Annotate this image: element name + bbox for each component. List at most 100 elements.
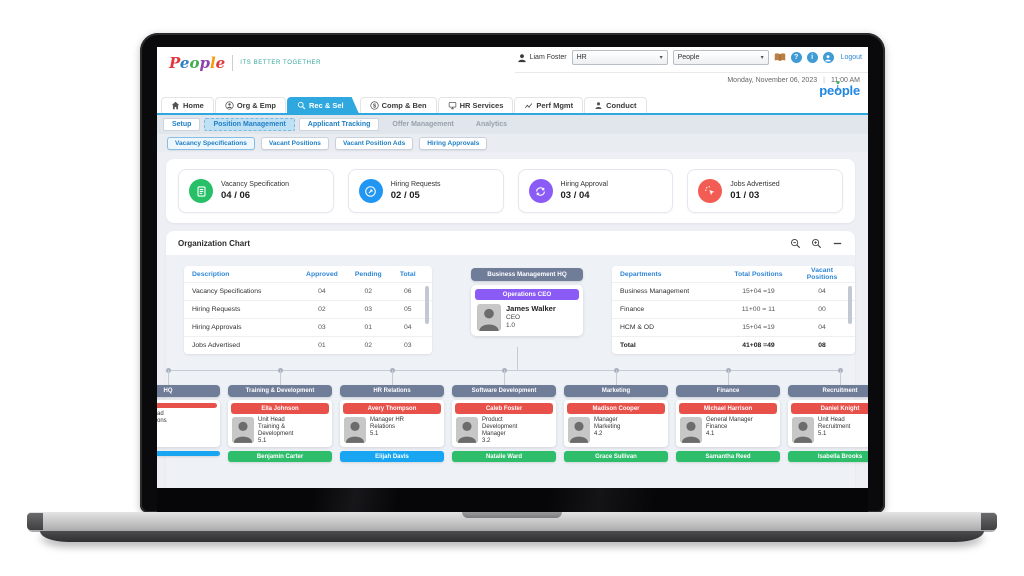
ceo-card[interactable]: Operations CEO James Walker CEO 1.0 (471, 285, 583, 336)
org-node-card[interactable]: Avery Thompson Manager HR Relations 5.1 (340, 400, 444, 447)
org-node-holder-name[interactable]: Avery Thompson (343, 403, 441, 414)
chip-vacant-position-ads[interactable]: Vacant Position Ads (334, 136, 414, 150)
tab-conduct[interactable]: Conduct (584, 97, 647, 113)
connector-line (517, 347, 518, 370)
user-avatar-icon (517, 53, 526, 62)
org-node-card[interactable]: Daniel Knight Unit Head Recruitment 5.1 (788, 400, 868, 447)
org-node-department[interactable]: Software Development (452, 385, 556, 397)
table-row[interactable]: Vacancy Specifications 04 02 06 (184, 282, 432, 300)
org-chart-canvas[interactable]: Description Approved Pending Total Vacan… (157, 255, 868, 488)
logo-divider (232, 55, 234, 71)
table-row[interactable]: Jobs Advertised 01 02 03 (184, 336, 432, 354)
tab-org-emp[interactable]: Org & Emp (214, 97, 287, 113)
tab-comp-ben[interactable]: $ Comp & Ben (359, 97, 437, 113)
tab-rec-sel[interactable]: Rec & Sel (287, 97, 359, 113)
org-node[interactable]: Finance Michael Harrison General Manager… (676, 385, 780, 462)
chip-vacancy-specifications[interactable]: Vacancy Specifications (167, 136, 255, 150)
compass-arrow-icon (358, 179, 383, 203)
org-node-department[interactable]: HR Relations (340, 385, 444, 397)
org-node-holder-name[interactable]: Caleb Foster (455, 403, 553, 414)
org-node-holder-name[interactable]: Michael Harrison (679, 403, 777, 414)
table-total-row[interactable]: Total 41+08 =49 08 (612, 336, 855, 354)
org-node[interactable]: Software Development Caleb Foster Produc… (452, 385, 556, 462)
card-text: Jobs Advertised 01 / 03 (730, 181, 779, 201)
org-node[interactable]: Training & Development Ella Johnson Unit… (228, 385, 332, 462)
ceo-name: James Walker (506, 304, 556, 313)
org-node-subordinate[interactable]: Isabella Brooks (788, 451, 868, 462)
table-scrollbar[interactable] (425, 286, 429, 324)
zoom-out-icon[interactable] (790, 238, 801, 249)
role-dropdown-value: HR (576, 54, 587, 61)
table-row[interactable]: Hiring Requests 02 03 05 (184, 300, 432, 318)
org-node-subordinate[interactable] (157, 451, 220, 456)
org-node-holder-name[interactable] (157, 403, 217, 408)
ceo-position-band[interactable]: Operations CEO (475, 289, 579, 300)
org-node-department[interactable]: HQ (157, 385, 220, 397)
user-chip[interactable]: Liam Foster (517, 53, 567, 63)
org-node-holder-name[interactable]: Ella Johnson (231, 403, 329, 414)
ceo-info: James Walker CEO 1.0 (506, 304, 556, 331)
org-node-subordinate[interactable]: Samantha Reed (676, 451, 780, 462)
chip-hiring-approvals[interactable]: Hiring Approvals (419, 136, 488, 150)
info-icon[interactable]: i (806, 52, 818, 63)
table-scrollbar[interactable] (848, 286, 852, 324)
tab-hr-services[interactable]: HR Services (437, 97, 514, 113)
org-node-subordinate[interactable]: Elijah Davis (340, 451, 444, 462)
people-wordmark: people (819, 83, 860, 98)
subtab-analytics[interactable]: Analytics (475, 121, 508, 128)
org-node-department[interactable]: Marketing (564, 385, 668, 397)
org-node-ceo[interactable]: Business Management HQ Operations CEO Ja… (471, 268, 583, 336)
card-jobs-advertised[interactable]: Jobs Advertised 01 / 03 (687, 169, 843, 213)
org-node[interactable]: HR Relations Avery Thompson Manager HR Re… (340, 385, 444, 462)
chip-vacant-positions[interactable]: Vacant Positions (260, 136, 329, 150)
org-node-subordinate[interactable]: Natalie Ward (452, 451, 556, 462)
org-node[interactable]: Marketing Madison Cooper Manager Marketin… (564, 385, 668, 462)
org-node-subordinate[interactable]: Grace Sullivan (564, 451, 668, 462)
table-row[interactable]: Finance 11+00 = 11 00 (612, 300, 855, 318)
org-node-card[interactable]: Madison Cooper Manager Marketing 4.2 (564, 400, 668, 447)
collapse-icon[interactable] (832, 238, 843, 249)
table-header-row[interactable]: Description Approved Pending Total (192, 270, 416, 278)
help-icon[interactable]: ? (790, 52, 802, 63)
org-node-subordinate[interactable]: Benjamin Carter (228, 451, 332, 462)
org-node-holder-name[interactable]: Daniel Knight (791, 403, 868, 414)
role-dropdown[interactable]: HR ▾ (571, 50, 668, 65)
org-node-card[interactable]: t Headelations (157, 400, 220, 447)
sync-approve-icon (528, 179, 553, 203)
org-node-holder-name[interactable]: Madison Cooper (567, 403, 665, 414)
card-text: Hiring Requests 02 / 05 (391, 181, 441, 201)
card-title: Vacancy Specification (221, 181, 289, 188)
laptop-base-edge (981, 513, 997, 530)
org-node-department[interactable]: Business Management HQ (471, 268, 583, 281)
subtab-applicant-tracking[interactable]: Applicant Tracking (298, 118, 380, 131)
card-hiring-approval[interactable]: Hiring Approval 03 / 04 (517, 169, 674, 213)
org-panel-header: Organization Chart (166, 231, 855, 255)
org-node-department[interactable]: Recruitment (788, 385, 868, 397)
card-hiring-requests[interactable]: Hiring Requests 02 / 05 (347, 169, 504, 213)
org-node[interactable]: Recruitment Daniel Knight Unit Head Recru… (788, 385, 868, 462)
org-node-card[interactable]: Ella Johnson Unit Head Training & Developm… (228, 400, 332, 447)
org-node-department[interactable]: Finance (676, 385, 780, 397)
subtab-setup[interactable]: Setup (163, 118, 201, 131)
subtab-position-management[interactable]: Position Management (204, 118, 295, 131)
table-header-row[interactable]: Departments Total Positions Vacant Posit… (620, 267, 838, 281)
zoom-in-icon[interactable] (811, 238, 822, 249)
tab-home[interactable]: Home (161, 97, 214, 113)
org-node[interactable]: HQ t Headelations (157, 385, 220, 456)
brand-tagline: ITS BETTER TOGETHER (240, 60, 322, 66)
app-dropdown-value: People (677, 54, 700, 61)
tab-perf-mgmt[interactable]: Perf Mgmt (514, 97, 584, 113)
table-row[interactable]: Hiring Approvals 03 01 04 (184, 318, 432, 336)
profile-icon[interactable] (822, 52, 834, 63)
table-row[interactable]: Business Management 15+04 =19 04 (612, 282, 855, 300)
org-node-department[interactable]: Training & Development (228, 385, 332, 397)
card-vacancy-specification[interactable]: Vacancy Specification 04 / 06 (178, 169, 334, 213)
logout-link[interactable]: Logout (840, 54, 862, 61)
org-node-card[interactable]: Michael Harrison General Manager Finance 4… (676, 400, 780, 447)
handbook-icon[interactable] (774, 52, 786, 64)
table-row[interactable]: HCM & OD 15+04 =19 04 (612, 318, 855, 336)
employee-photo (792, 417, 814, 443)
subtab-offer-management[interactable]: Offer Management (392, 121, 454, 128)
org-node-card[interactable]: Caleb Foster Product Development Manager 3.… (452, 400, 556, 447)
app-dropdown[interactable]: People ▾ (672, 50, 769, 65)
